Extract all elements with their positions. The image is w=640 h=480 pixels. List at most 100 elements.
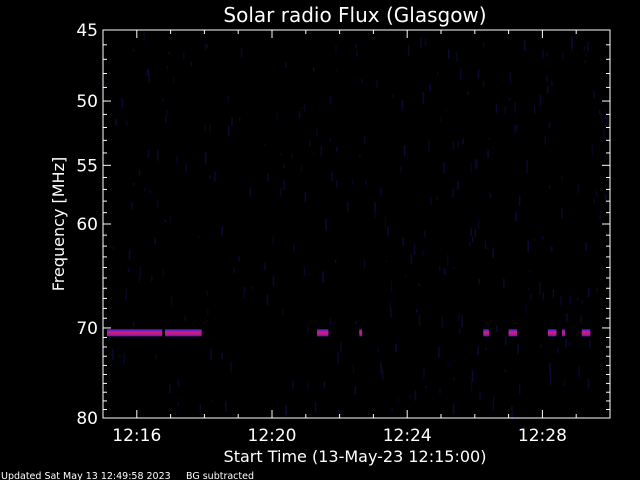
noise-speck xyxy=(132,321,135,328)
noise-speck xyxy=(471,236,474,242)
noise-speck xyxy=(312,152,315,155)
noise-speck xyxy=(422,92,425,104)
noise-speck xyxy=(518,383,521,395)
noise-speck xyxy=(365,179,367,187)
noise-speck xyxy=(552,289,555,298)
noise-speck xyxy=(476,158,478,168)
noise-speck xyxy=(587,378,590,389)
noise-speck xyxy=(539,282,541,295)
noise-speck xyxy=(337,351,340,364)
noise-speck xyxy=(487,247,489,250)
noise-speck xyxy=(336,180,338,188)
noise-speck xyxy=(154,238,156,245)
noise-speck xyxy=(307,380,309,391)
noise-speck xyxy=(485,347,487,351)
noise-speck xyxy=(190,62,193,67)
noise-speck xyxy=(436,196,439,200)
noise-speck xyxy=(233,267,235,274)
noise-speck xyxy=(206,291,209,296)
noise-speck xyxy=(380,187,382,196)
noise-speck xyxy=(550,246,552,251)
noise-speck xyxy=(482,81,485,87)
noise-speck xyxy=(207,309,209,315)
noise-speck xyxy=(430,197,432,205)
noise-speck xyxy=(477,219,480,229)
noise-speck xyxy=(316,129,318,137)
noise-speck xyxy=(251,286,253,289)
noise-speck xyxy=(225,400,227,413)
noise-speck xyxy=(132,49,135,52)
noise-speck xyxy=(546,76,548,82)
noise-speck xyxy=(238,255,240,262)
noise-speck xyxy=(515,211,517,222)
noise-speck xyxy=(282,308,284,316)
noise-speck xyxy=(131,202,133,210)
noise-speck xyxy=(184,315,186,321)
noise-speck xyxy=(562,53,564,59)
noise-speck xyxy=(397,397,399,403)
noise-speck xyxy=(322,271,324,283)
noise-speck xyxy=(266,294,269,306)
bg-subtracted-note: BG subtracted xyxy=(186,471,254,480)
noise-speck xyxy=(585,53,587,57)
noise-speck xyxy=(335,45,337,54)
noise-speck xyxy=(509,72,512,84)
noise-speck xyxy=(511,411,513,420)
noise-speck xyxy=(482,42,485,47)
noise-speck xyxy=(374,202,376,213)
noise-speck xyxy=(147,149,150,158)
noise-speck xyxy=(185,164,187,174)
y-tick-label: 80 xyxy=(76,409,98,429)
noise-speck xyxy=(206,44,208,48)
noise-speck xyxy=(240,47,243,59)
emission-segment xyxy=(581,331,591,335)
noise-speck xyxy=(162,268,165,279)
noise-speck xyxy=(517,344,519,354)
noise-speck xyxy=(452,141,455,151)
noise-speck xyxy=(156,150,159,161)
noise-speck xyxy=(515,124,518,131)
noise-speck xyxy=(446,254,449,266)
noise-speck xyxy=(403,145,406,157)
noise-speck xyxy=(306,327,309,333)
noise-speck xyxy=(148,73,150,83)
noise-speck xyxy=(438,266,441,272)
noise-speck xyxy=(128,250,131,260)
noise-speck xyxy=(105,232,107,235)
noise-speck xyxy=(121,98,124,108)
noise-speck xyxy=(478,278,481,285)
noise-speck xyxy=(544,135,546,145)
noise-speck xyxy=(453,376,455,381)
noise-speck xyxy=(541,235,544,240)
noise-speck xyxy=(484,240,487,250)
noise-speck xyxy=(162,97,164,103)
noise-speck xyxy=(204,124,207,132)
noise-speck xyxy=(144,188,146,192)
noise-speck xyxy=(264,143,267,146)
noise-speck xyxy=(439,386,441,394)
noise-speck xyxy=(605,194,607,203)
noise-speck xyxy=(479,392,481,400)
noise-speck xyxy=(166,109,168,117)
noise-speck xyxy=(441,317,443,328)
noise-speck xyxy=(505,336,507,346)
noise-speck xyxy=(504,106,507,115)
noise-speck xyxy=(105,313,107,320)
noise-speck xyxy=(139,266,142,277)
noise-speck xyxy=(447,49,450,59)
noise-speck xyxy=(308,273,310,276)
noise-speck xyxy=(285,405,287,416)
noise-speck xyxy=(593,198,595,205)
noise-speck xyxy=(423,366,425,379)
noise-speck xyxy=(374,210,376,218)
noise-speck xyxy=(323,381,326,388)
noise-speck xyxy=(227,95,230,102)
noise-speck xyxy=(577,297,579,301)
noise-speck xyxy=(138,169,141,177)
noise-speck xyxy=(143,32,145,41)
noise-speck xyxy=(304,192,307,203)
noise-speck xyxy=(404,273,407,277)
noise-speck xyxy=(457,181,459,190)
noise-speck xyxy=(303,104,306,112)
noise-speck xyxy=(583,46,586,51)
